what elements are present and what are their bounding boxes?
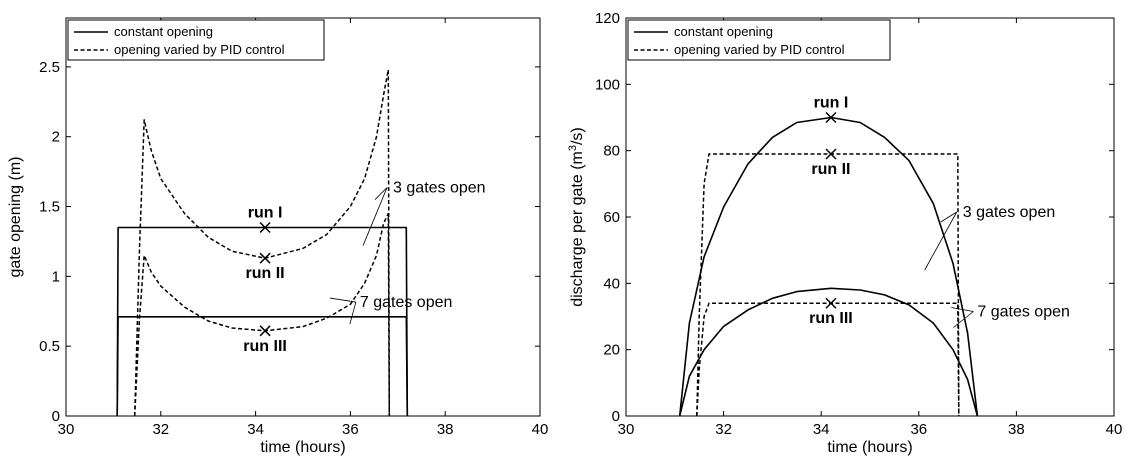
marker-stroke bbox=[259, 252, 271, 264]
run-label: run I bbox=[814, 95, 849, 112]
x-tick-label: 32 bbox=[152, 421, 169, 438]
run-marker bbox=[825, 148, 837, 160]
y-tick-label: 0 bbox=[52, 408, 60, 425]
legend-box bbox=[67, 19, 325, 61]
x-tick-label: 30 bbox=[618, 421, 635, 438]
group-annotation: 3 gates open bbox=[393, 180, 486, 197]
legend-label: opening varied by PID control bbox=[674, 42, 845, 57]
x-tick-label: 40 bbox=[532, 421, 549, 438]
run-marker bbox=[259, 325, 271, 337]
annotation-leader bbox=[329, 297, 356, 303]
chart-panel-2: 30 32 34 36 38 40 0 20 40 60 80 100 120 time (hours) d… bbox=[567, 10, 1122, 456]
run-label: run I bbox=[248, 204, 283, 221]
group-annotation: 7 gates open bbox=[360, 294, 453, 311]
y-tick-label: 1.5 bbox=[39, 199, 60, 216]
annotation-leader bbox=[374, 187, 388, 200]
pid-opening-line-7-gates bbox=[696, 302, 960, 417]
marker-stroke bbox=[825, 148, 837, 160]
y-tick-label: 80 bbox=[603, 143, 620, 160]
legend-label: constant opening bbox=[114, 24, 213, 39]
run-marker bbox=[259, 221, 271, 234]
run-marker bbox=[259, 252, 271, 264]
run-label: run II bbox=[246, 265, 285, 282]
y-tick-label: 2 bbox=[52, 129, 60, 146]
y-tick-label: 0 bbox=[612, 408, 620, 425]
x-tick-label: 32 bbox=[715, 421, 732, 438]
annotation-leader bbox=[924, 211, 958, 271]
y-tick-label: 40 bbox=[603, 275, 620, 292]
x-tick-label: 36 bbox=[342, 421, 359, 438]
annotation-leader bbox=[953, 311, 974, 328]
x-tick-label: 34 bbox=[247, 421, 264, 438]
x-tick-label: 30 bbox=[58, 421, 75, 438]
y-axis-label: gate opening (m) bbox=[7, 157, 24, 278]
marker-stroke bbox=[259, 221, 271, 234]
pid-opening-line-3-gates bbox=[696, 153, 960, 417]
annotation-leader bbox=[349, 301, 357, 325]
x-tick-label: 38 bbox=[437, 421, 454, 438]
y-tick-label: 60 bbox=[603, 209, 620, 226]
plot-area bbox=[65, 17, 541, 417]
x-axis-label: time (hours) bbox=[827, 439, 912, 456]
marker-stroke bbox=[259, 325, 271, 337]
x-axis-label: time (hours) bbox=[260, 439, 345, 456]
run-label: run III bbox=[243, 338, 287, 355]
pid-opening-line-7-gates bbox=[133, 212, 391, 417]
legend-label: constant opening bbox=[674, 24, 773, 39]
chart-panel-1: 30 32 34 36 38 40 0 0.5 1 1.5 2 2.5 time (hours) gate… bbox=[7, 17, 549, 456]
y-tick-label: 20 bbox=[603, 342, 620, 359]
group-annotation: 7 gates open bbox=[977, 304, 1070, 321]
annotation-leader bbox=[951, 307, 974, 312]
annotation-leader bbox=[940, 211, 957, 223]
y-tick-label: 100 bbox=[595, 76, 620, 93]
y-tick-label: 120 bbox=[595, 10, 620, 27]
legend: constant opening opening varied by PID co… bbox=[627, 19, 891, 61]
pid-opening-line-3-gates bbox=[133, 68, 391, 417]
constant-opening-line-7-gates bbox=[116, 315, 409, 417]
annotation-leader bbox=[362, 187, 388, 246]
legend-box bbox=[627, 19, 891, 61]
x-tick-label: 36 bbox=[910, 421, 927, 438]
x-tick-label: 38 bbox=[1008, 421, 1025, 438]
run-label: run II bbox=[811, 161, 850, 178]
run-marker bbox=[825, 111, 837, 124]
y-axis-label: discharge per gate (m3/s) bbox=[567, 127, 586, 307]
constant-opening-line-7-gates bbox=[678, 287, 979, 417]
y-tick-label: 2.5 bbox=[39, 59, 60, 76]
x-tick-label: 34 bbox=[813, 421, 830, 438]
x-tick-label: 40 bbox=[1106, 421, 1123, 438]
legend: constant opening opening varied by PID co… bbox=[67, 19, 325, 61]
group-annotation: 3 gates open bbox=[963, 204, 1056, 221]
y-tick-label: 0.5 bbox=[39, 338, 60, 355]
y-tick-label: 1 bbox=[52, 268, 60, 285]
run-marker bbox=[825, 297, 837, 309]
marker-stroke bbox=[825, 111, 837, 124]
marker-stroke bbox=[825, 297, 837, 309]
legend-label: opening varied by PID control bbox=[114, 42, 285, 57]
run-label: run III bbox=[809, 310, 853, 327]
